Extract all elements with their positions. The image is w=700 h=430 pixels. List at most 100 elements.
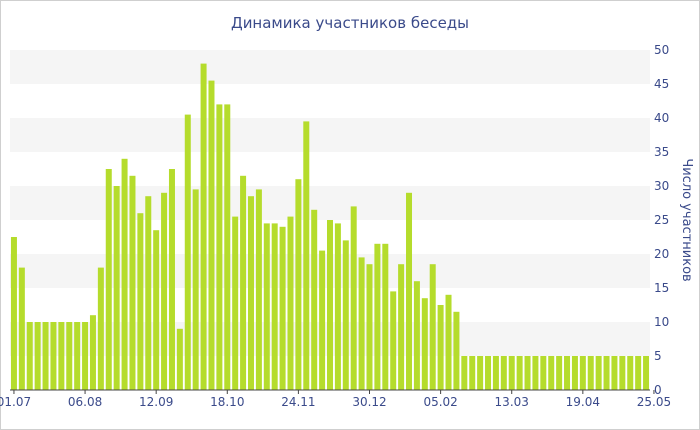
bar — [627, 356, 634, 390]
bar — [445, 294, 452, 390]
chart-title: Динамика участников беседы — [231, 14, 469, 32]
bar — [303, 121, 310, 391]
bar — [374, 243, 381, 390]
bar — [319, 250, 326, 390]
bar — [611, 356, 618, 390]
bar — [208, 80, 215, 390]
bar — [532, 356, 539, 390]
bar — [524, 356, 531, 390]
bar — [200, 63, 207, 390]
y-tick-label: 30 — [654, 179, 669, 193]
bar — [240, 175, 247, 390]
bar — [232, 216, 239, 390]
y-tick-label: 45 — [654, 77, 669, 91]
bars — [10, 63, 650, 391]
y-tick-label: 20 — [654, 247, 669, 261]
bar — [643, 356, 650, 390]
bar — [161, 192, 168, 390]
bar — [287, 216, 294, 390]
bar — [342, 240, 349, 390]
bar — [10, 237, 17, 390]
x-tick-label: 18.10 — [210, 395, 244, 409]
bar — [105, 169, 112, 390]
bar — [603, 356, 610, 390]
bar — [66, 322, 73, 390]
bar — [97, 267, 104, 390]
grid-band — [10, 118, 650, 152]
bar — [129, 175, 136, 390]
bar — [82, 322, 89, 390]
bar — [421, 298, 428, 390]
bar — [540, 356, 547, 390]
bar — [145, 196, 152, 390]
bar — [366, 264, 373, 390]
y-tick-label: 10 — [654, 315, 669, 329]
bar — [492, 356, 499, 390]
x-tick-label: 24.11 — [281, 395, 315, 409]
bar — [469, 356, 476, 390]
bar — [429, 264, 436, 390]
bar — [477, 356, 484, 390]
bar — [113, 186, 120, 390]
x-tick-label: 06.08 — [68, 395, 102, 409]
x-tick-label: 30.12 — [352, 395, 386, 409]
bar — [58, 322, 65, 390]
bar — [271, 223, 278, 390]
bar — [350, 206, 357, 390]
y-tick-label: 0 — [654, 383, 662, 397]
bar — [500, 356, 507, 390]
grid-band — [10, 50, 650, 84]
bar — [255, 189, 262, 390]
y-tick-label: 15 — [654, 281, 669, 295]
bar — [263, 223, 270, 390]
y-axis-label: Число участников — [679, 158, 694, 281]
y-tick-label: 40 — [654, 111, 669, 125]
y-tick-label: 5 — [654, 349, 662, 363]
bar — [18, 267, 25, 390]
bar — [587, 356, 594, 390]
bar — [564, 356, 571, 390]
y-tick-label: 50 — [654, 43, 669, 57]
bar — [571, 356, 578, 390]
x-axis-ticks: 01.07 06.08 12.09 18.10 24.11 30.12 05.02 13.03… — [0, 390, 671, 409]
bar — [176, 328, 183, 390]
bar — [26, 322, 33, 390]
bar — [485, 356, 492, 390]
bar — [595, 356, 602, 390]
bar — [50, 322, 57, 390]
bar — [137, 213, 144, 390]
x-tick-label: 13.03 — [495, 395, 529, 409]
y-tick-label: 25 — [654, 213, 669, 227]
bar — [295, 179, 302, 390]
bar — [224, 104, 231, 391]
bar — [279, 226, 286, 390]
bar — [516, 356, 523, 390]
bar — [398, 264, 405, 390]
x-tick-label: 12.09 — [139, 395, 173, 409]
bar — [556, 356, 563, 390]
bar — [635, 356, 642, 390]
bar — [461, 356, 468, 390]
bar — [168, 169, 175, 390]
bar — [216, 104, 223, 391]
bar — [89, 315, 96, 390]
bar — [579, 356, 586, 390]
x-tick-label: 01.07 — [0, 395, 31, 409]
bar — [453, 311, 460, 390]
bar — [437, 305, 444, 390]
bar — [34, 322, 41, 390]
bar — [619, 356, 626, 390]
bar — [382, 243, 389, 390]
bar — [390, 291, 397, 390]
bar — [74, 322, 81, 390]
bar — [192, 189, 199, 390]
bar — [413, 281, 420, 390]
bar — [406, 192, 413, 390]
bar — [327, 220, 333, 390]
x-tick-label: 19.04 — [566, 395, 600, 409]
bar — [42, 322, 49, 390]
bar — [334, 223, 341, 390]
bar — [548, 356, 555, 390]
bar — [358, 257, 365, 390]
x-tick-label: 25.05 — [637, 395, 671, 409]
